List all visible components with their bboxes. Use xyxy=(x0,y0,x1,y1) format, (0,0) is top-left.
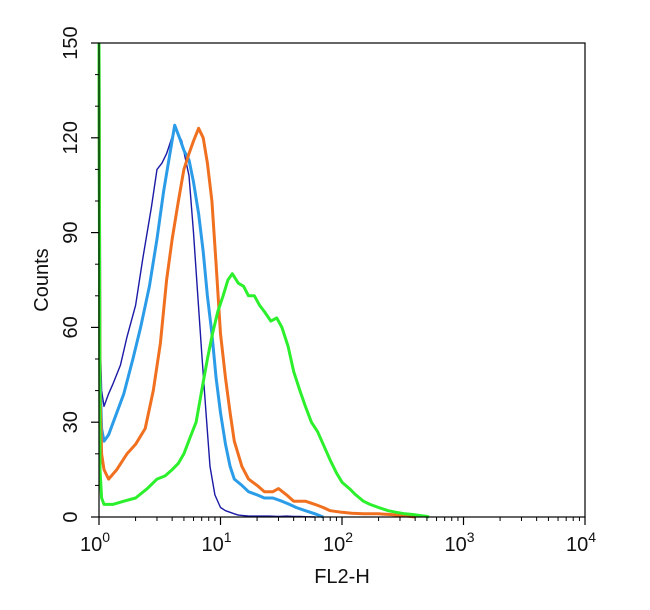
x-axis-label: FL2-H xyxy=(314,566,370,588)
y-tick-label: 150 xyxy=(60,26,82,59)
axis-layer: 100 101 102 103 104 0 30 60 90 120 150 xyxy=(60,26,596,556)
plot-frame xyxy=(98,42,586,518)
y-tick-label: 0 xyxy=(60,511,82,522)
y-tick-label: 90 xyxy=(60,221,82,243)
y-tick-label: 30 xyxy=(60,411,82,433)
x-tick-label: 104 xyxy=(566,529,596,556)
series-line-2 xyxy=(97,42,324,519)
y-axis-label: Counts xyxy=(31,248,53,311)
x-tick-label: 101 xyxy=(201,529,231,556)
series-line-3 xyxy=(97,42,416,519)
series-line-1 xyxy=(98,42,316,518)
y-tick-label: 60 xyxy=(60,316,82,338)
series-line-4 xyxy=(97,42,430,519)
x-tick-label: 103 xyxy=(444,529,474,556)
x-tick-label: 100 xyxy=(80,529,110,556)
series-layer xyxy=(97,42,430,519)
y-tick-label: 120 xyxy=(60,121,82,154)
x-tick-label: 102 xyxy=(323,529,353,556)
